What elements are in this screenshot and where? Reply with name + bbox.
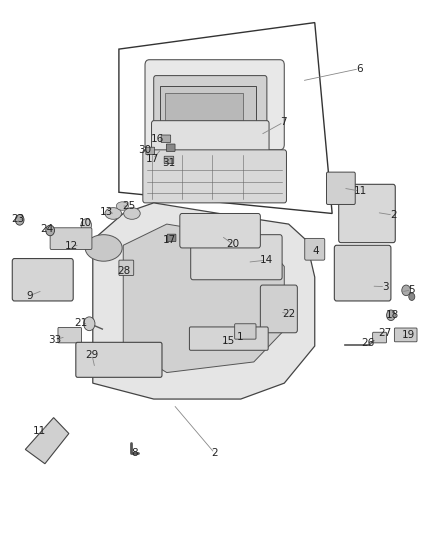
Text: 16: 16 xyxy=(151,134,164,144)
Bar xyxy=(165,93,243,122)
Text: 5: 5 xyxy=(408,285,415,295)
Text: 25: 25 xyxy=(122,201,135,211)
Circle shape xyxy=(387,310,395,320)
Text: 33: 33 xyxy=(48,335,61,345)
FancyBboxPatch shape xyxy=(76,342,162,377)
Text: 28: 28 xyxy=(117,266,131,276)
FancyBboxPatch shape xyxy=(326,172,355,205)
Polygon shape xyxy=(25,418,69,464)
Text: 22: 22 xyxy=(282,309,295,319)
Text: 1: 1 xyxy=(237,332,243,342)
Text: 2: 2 xyxy=(390,210,396,220)
Text: 7: 7 xyxy=(280,117,287,127)
Text: 23: 23 xyxy=(11,214,25,224)
FancyBboxPatch shape xyxy=(180,214,260,248)
FancyBboxPatch shape xyxy=(146,147,155,155)
Text: 13: 13 xyxy=(100,207,113,217)
Text: 3: 3 xyxy=(382,281,389,292)
FancyBboxPatch shape xyxy=(154,76,267,134)
Text: 10: 10 xyxy=(78,218,92,228)
FancyBboxPatch shape xyxy=(305,238,325,260)
Text: 26: 26 xyxy=(361,338,374,348)
Circle shape xyxy=(409,293,415,301)
Text: 29: 29 xyxy=(85,350,99,360)
Text: 8: 8 xyxy=(131,448,138,458)
Ellipse shape xyxy=(85,235,122,261)
Circle shape xyxy=(81,219,92,231)
Polygon shape xyxy=(123,224,284,373)
Text: 17: 17 xyxy=(146,154,159,164)
Text: 2: 2 xyxy=(212,448,218,458)
FancyBboxPatch shape xyxy=(191,235,282,280)
FancyBboxPatch shape xyxy=(189,327,268,350)
FancyBboxPatch shape xyxy=(235,324,256,339)
Circle shape xyxy=(15,215,24,225)
FancyBboxPatch shape xyxy=(394,328,417,342)
Text: 20: 20 xyxy=(226,239,240,249)
Text: 18: 18 xyxy=(385,310,399,320)
Text: 14: 14 xyxy=(259,255,272,265)
Text: 11: 11 xyxy=(33,426,46,436)
Ellipse shape xyxy=(124,208,140,219)
Text: 15: 15 xyxy=(222,336,235,346)
Bar xyxy=(160,86,256,126)
FancyBboxPatch shape xyxy=(339,184,395,243)
FancyBboxPatch shape xyxy=(50,228,92,249)
FancyBboxPatch shape xyxy=(119,260,134,276)
Circle shape xyxy=(402,285,410,296)
Ellipse shape xyxy=(105,208,121,219)
Text: 27: 27 xyxy=(378,328,391,338)
FancyBboxPatch shape xyxy=(373,332,387,343)
Text: 4: 4 xyxy=(312,246,319,256)
FancyBboxPatch shape xyxy=(152,120,269,158)
Ellipse shape xyxy=(116,202,128,211)
Text: 30: 30 xyxy=(138,145,152,155)
FancyBboxPatch shape xyxy=(166,144,175,151)
Circle shape xyxy=(46,225,54,236)
FancyBboxPatch shape xyxy=(334,245,391,301)
Polygon shape xyxy=(93,203,315,399)
FancyBboxPatch shape xyxy=(58,327,81,343)
Text: 17: 17 xyxy=(162,235,176,245)
FancyBboxPatch shape xyxy=(167,234,176,241)
Text: 9: 9 xyxy=(26,290,33,301)
Text: 12: 12 xyxy=(65,241,78,252)
Text: 6: 6 xyxy=(356,64,363,74)
Text: 31: 31 xyxy=(162,158,176,167)
FancyBboxPatch shape xyxy=(164,156,174,164)
Text: 19: 19 xyxy=(402,330,415,341)
FancyBboxPatch shape xyxy=(161,135,171,142)
Text: 24: 24 xyxy=(40,224,54,235)
FancyBboxPatch shape xyxy=(145,60,284,150)
FancyBboxPatch shape xyxy=(12,259,73,301)
FancyBboxPatch shape xyxy=(260,285,297,333)
Text: 21: 21 xyxy=(74,318,87,328)
Text: 11: 11 xyxy=(354,186,367,196)
FancyBboxPatch shape xyxy=(143,150,286,203)
Circle shape xyxy=(84,317,95,330)
